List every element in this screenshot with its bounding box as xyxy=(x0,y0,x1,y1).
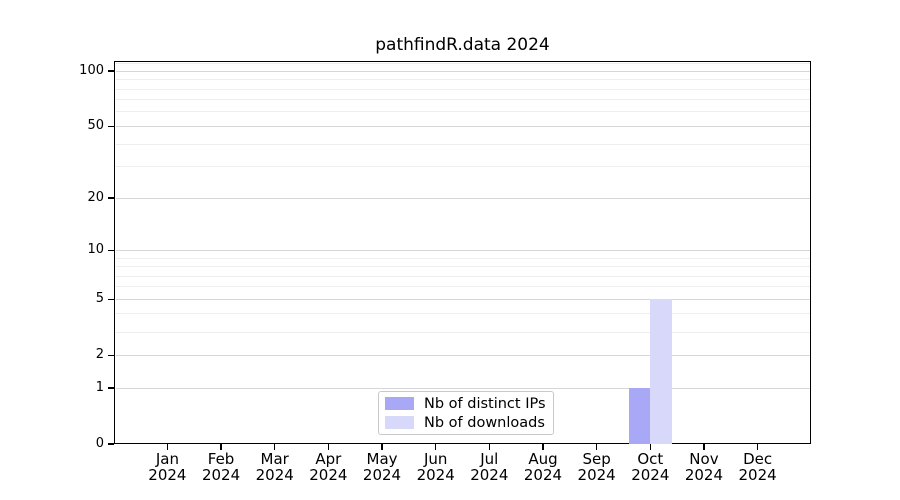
y-tick-mark xyxy=(107,125,114,128)
x-tick-year: 2024 xyxy=(684,465,724,484)
x-tick-month: Apr xyxy=(315,450,342,468)
minor-gridline xyxy=(115,257,810,259)
major-gridline xyxy=(115,249,810,251)
x-tick-mark xyxy=(595,444,598,450)
x-tick-year: 2024 xyxy=(470,465,509,484)
minor-gridline xyxy=(115,275,810,277)
x-tick-mark xyxy=(166,444,169,450)
x-tick-month: Dec xyxy=(743,450,773,468)
x-tick-month: Aug xyxy=(528,450,558,468)
y-tick-mark xyxy=(107,70,114,72)
x-tick-label: Apr 2024 xyxy=(288,450,368,484)
legend-label-distinct-ips: Nb of distinct IPs xyxy=(424,395,546,412)
x-tick-label: Jul 2024 xyxy=(449,450,529,484)
x-tick-month: Feb xyxy=(207,450,235,468)
minor-gridline xyxy=(115,99,810,101)
x-tick-mark xyxy=(756,444,759,450)
x-tick-year: 2024 xyxy=(201,465,241,484)
x-tick-mark xyxy=(488,444,491,450)
y-tick-label: 50 xyxy=(87,118,104,134)
legend-item-downloads: Nb of downloads xyxy=(385,415,553,431)
x-tick-label: Nov 2024 xyxy=(664,450,744,484)
x-tick-year: 2024 xyxy=(255,465,294,484)
x-tick-label: Oct 2024 xyxy=(610,450,690,484)
y-tick-label: 10 xyxy=(87,242,104,258)
legend-swatch-downloads xyxy=(385,416,414,429)
x-tick-mark xyxy=(649,444,652,450)
x-tick-year: 2024 xyxy=(577,465,616,484)
y-tick-label: 1 xyxy=(95,380,104,395)
x-tick-label: Aug 2024 xyxy=(503,450,583,484)
x-tick-month: Sep xyxy=(582,450,611,468)
legend-label-downloads: Nb of downloads xyxy=(424,414,545,431)
x-tick-year: 2024 xyxy=(416,465,455,484)
x-tick-mark xyxy=(381,444,383,450)
x-tick-mark xyxy=(542,444,544,450)
x-tick-label: May 2024 xyxy=(342,450,422,484)
y-tick-mark xyxy=(107,387,114,389)
x-tick-label: Dec 2024 xyxy=(718,450,798,484)
x-tick-month: Jul xyxy=(480,450,499,468)
y-tick-mark xyxy=(107,249,114,252)
x-tick-month: Jan xyxy=(155,450,179,468)
major-gridline xyxy=(115,354,810,356)
minor-gridline xyxy=(115,79,810,81)
x-tick-label: Jan 2024 xyxy=(127,450,207,484)
x-tick-label: Feb 2024 xyxy=(181,450,261,484)
x-tick-year: 2024 xyxy=(523,465,563,484)
y-tick-label: 100 xyxy=(79,63,104,79)
minor-gridline xyxy=(115,143,810,145)
y-tick-mark xyxy=(107,354,114,356)
chart-title: pathfindR.data 2024 xyxy=(375,35,550,55)
minor-gridline xyxy=(115,266,810,267)
plot-area xyxy=(114,61,811,444)
major-gridline xyxy=(115,70,810,72)
legend: Nb of distinct IPs Nb of downloads xyxy=(378,391,554,435)
minor-gridline xyxy=(115,331,810,333)
x-tick-month: Nov xyxy=(689,450,719,468)
y-tick-mark xyxy=(107,197,114,199)
x-tick-year: 2024 xyxy=(631,465,670,484)
legend-swatch-distinct-ips xyxy=(385,397,414,410)
y-tick-mark xyxy=(107,298,114,300)
x-tick-mark xyxy=(327,444,330,450)
x-tick-year: 2024 xyxy=(148,465,187,484)
x-tick-label: Mar 2024 xyxy=(235,450,315,484)
bar-distinct-ips xyxy=(628,388,651,444)
major-gridline xyxy=(115,387,810,389)
x-tick-month: Oct xyxy=(637,450,664,468)
x-tick-label: Sep 2024 xyxy=(557,450,637,484)
x-tick-mark xyxy=(220,444,222,450)
major-gridline xyxy=(115,125,810,127)
x-tick-label: Jun 2024 xyxy=(396,450,476,484)
x-tick-mark xyxy=(273,444,276,450)
minor-gridline xyxy=(115,111,810,113)
y-tick-label: 20 xyxy=(87,190,104,206)
minor-gridline xyxy=(115,63,810,65)
x-tick-mark xyxy=(703,444,705,450)
y-tick-label: 5 xyxy=(95,291,104,307)
y-tick-label: 2 xyxy=(95,347,104,363)
legend-item-distinct-ips: Nb of distinct IPs xyxy=(385,396,553,412)
x-tick-month: Jun xyxy=(423,450,448,468)
major-gridline xyxy=(115,298,810,300)
bar-downloads xyxy=(650,299,672,444)
minor-gridline xyxy=(115,313,810,315)
minor-gridline xyxy=(115,88,810,90)
x-tick-month: Mar xyxy=(260,450,289,468)
major-gridline xyxy=(115,197,810,199)
x-tick-year: 2024 xyxy=(309,465,348,484)
x-tick-month: May xyxy=(366,450,398,468)
minor-gridline xyxy=(115,286,810,288)
y-tick-mark xyxy=(107,443,114,445)
x-tick-year: 2024 xyxy=(738,465,777,484)
x-tick-year: 2024 xyxy=(362,465,402,484)
minor-gridline xyxy=(115,166,810,168)
y-tick-label: 0 xyxy=(95,436,104,451)
x-tick-mark xyxy=(434,444,437,450)
